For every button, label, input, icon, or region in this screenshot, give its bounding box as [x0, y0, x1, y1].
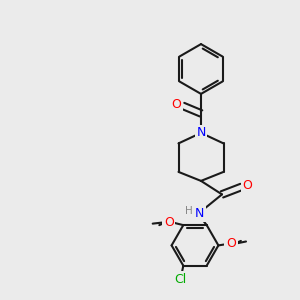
- Text: Cl: Cl: [174, 273, 186, 286]
- Text: N: N: [196, 126, 206, 140]
- Text: O: O: [243, 179, 252, 192]
- Text: H: H: [185, 206, 193, 217]
- Text: O: O: [164, 216, 174, 229]
- Text: O: O: [172, 98, 181, 111]
- Text: O: O: [226, 237, 236, 250]
- Text: N: N: [195, 207, 204, 220]
- Text: N: N: [196, 126, 206, 140]
